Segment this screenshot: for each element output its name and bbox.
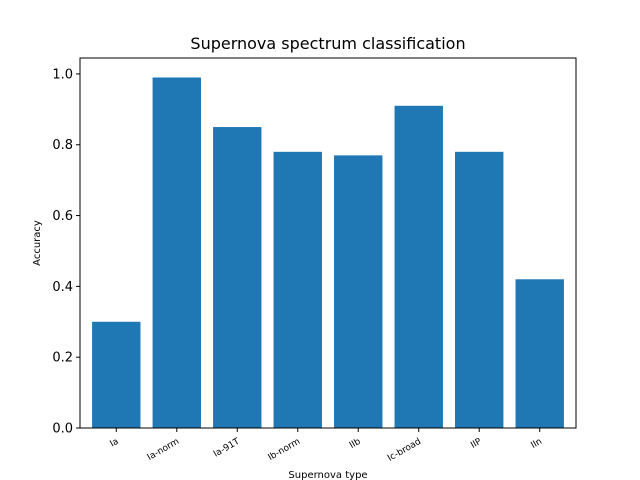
bar-ic-broad [394,105,443,428]
bars-group [92,77,564,429]
x-tick-label: Ia [109,437,121,450]
y-axis: 0.0 0.2 0.4 0.6 0.8 1.0 [52,67,80,437]
bar-ia-91t [213,127,262,428]
y-tick-label: 1.0 [52,67,73,82]
bar-ia-norm [152,77,201,428]
y-tick-label: 0.4 [52,280,73,295]
x-axis-label: Supernova type [288,470,367,480]
bar-iin [515,279,564,428]
y-axis-label: Accuracy [32,220,43,266]
x-tick-label: Ia-norm [146,437,181,463]
x-tick-label: Ib-norm [267,437,302,463]
x-tick-label: Ic-broad [386,437,423,464]
x-tick-label: IIP [469,437,484,451]
bar-ia [92,321,141,428]
x-tick-label: IIn [529,437,544,451]
x-tick-label: Ia-91T [212,437,242,460]
x-tick-label: IIb [348,437,363,451]
chart-title: Supernova spectrum classification [190,34,465,53]
x-axis: Ia Ia-norm Ia-91T Ib-norm IIb Ic-broad IIP IIn [109,428,544,464]
bar-iip [455,151,504,428]
bar-ib-norm [273,151,322,428]
plot-frame [79,57,577,429]
y-tick-label: 0.0 [52,422,73,437]
y-tick-label: 0.2 [52,351,73,366]
bar-iib [334,155,383,429]
y-tick-label: 0.8 [52,138,73,153]
y-tick-label: 0.6 [52,209,73,224]
